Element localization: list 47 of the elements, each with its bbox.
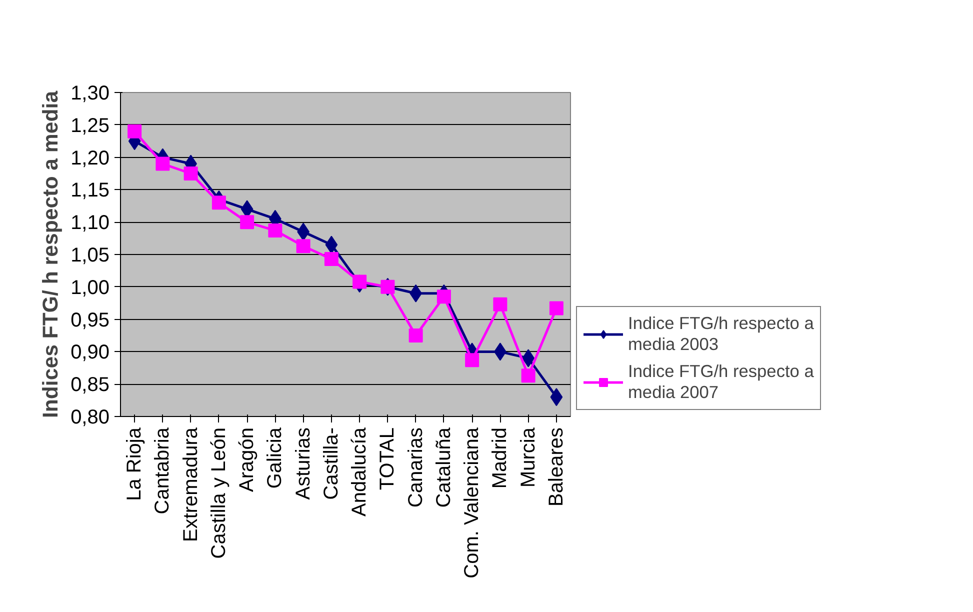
point xyxy=(184,166,198,180)
point xyxy=(325,236,338,254)
x-tick-label: Murcia xyxy=(517,426,540,488)
y-tick-label: 1,20 xyxy=(70,147,110,170)
x-tick-label: Galicia xyxy=(264,426,286,489)
x-tick-label: Canarias xyxy=(404,427,427,508)
point xyxy=(212,196,226,210)
x-tick-label: Cantabria xyxy=(152,426,174,514)
point xyxy=(352,274,367,289)
point xyxy=(549,301,564,316)
y-tick-label: 1,25 xyxy=(70,114,110,137)
point xyxy=(408,328,423,342)
y-tick-label: 1,10 xyxy=(70,212,110,234)
legend-label: Indice FTG/h respecto a media 2007 xyxy=(628,361,814,403)
x-tick-label: Castilla y León xyxy=(208,427,230,559)
x-tick-label: Asturias xyxy=(292,427,314,500)
y-tick-label: 0,95 xyxy=(70,309,110,332)
point xyxy=(493,297,508,312)
y-tick-label: 1,05 xyxy=(70,244,110,266)
point xyxy=(240,215,254,230)
y-tick-label: 1,00 xyxy=(70,276,110,299)
point xyxy=(521,368,536,383)
x-tick-label: Castilla- xyxy=(320,427,342,500)
point xyxy=(436,290,451,304)
x-tick-label: Aragón xyxy=(236,427,258,492)
x-tick-label: Andalucía xyxy=(348,426,371,516)
point xyxy=(465,353,480,368)
y-tick-label: 0,85 xyxy=(70,374,110,396)
legend-label: Indice FTG/h respecto a media 2003 xyxy=(628,313,814,355)
x-tick-label: Baleares xyxy=(545,428,568,506)
point xyxy=(268,224,282,238)
y-axis-title: Indices FTG/ h respecto a media xyxy=(38,90,63,418)
x-tick-label: Com. Valenciana xyxy=(461,426,484,578)
point xyxy=(550,388,563,406)
point xyxy=(296,239,310,254)
y-tick-label: 0,80 xyxy=(70,406,110,428)
x-tick-label: Madrid xyxy=(489,427,512,489)
x-tick-label: La Rioja xyxy=(124,426,146,501)
x-tick-label: Cataluña xyxy=(432,426,455,508)
point xyxy=(324,252,338,266)
x-tick-label: TOTAL xyxy=(376,428,399,490)
point xyxy=(128,124,142,138)
y-tick-label: 1,30 xyxy=(70,82,110,104)
point xyxy=(156,156,170,171)
y-tick-label: 0,90 xyxy=(70,342,110,364)
x-tick-label: Extremadura xyxy=(180,426,202,542)
y-tick-label: 1,15 xyxy=(70,180,110,202)
